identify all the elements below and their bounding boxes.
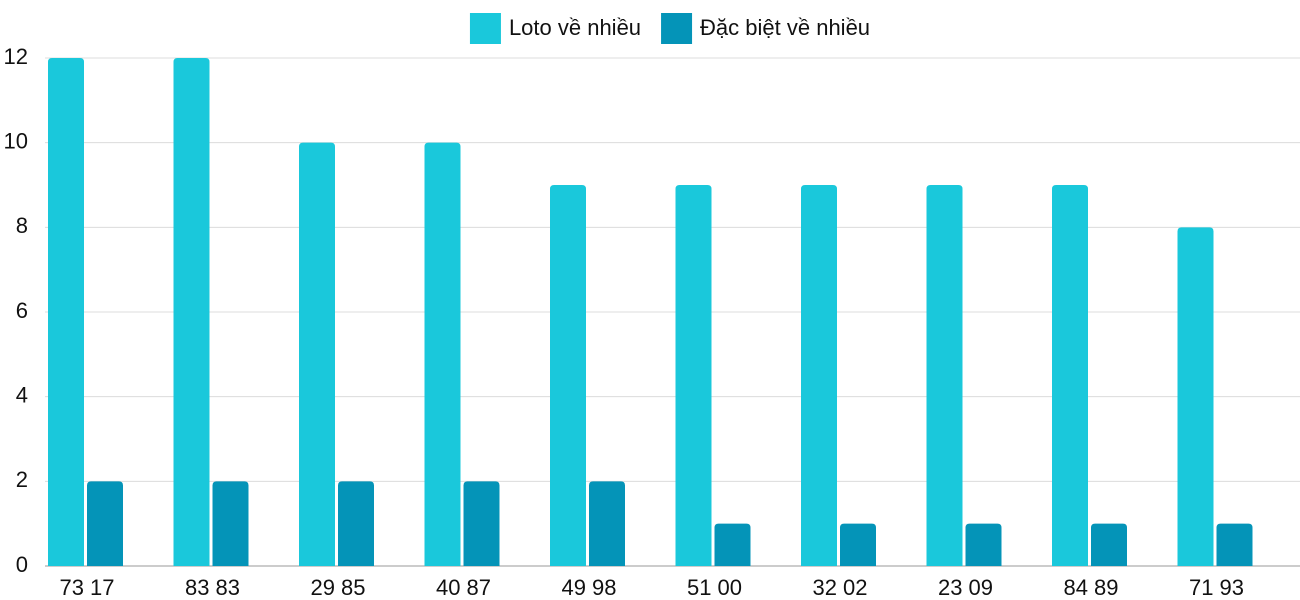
- x-tick-label: 83 83: [185, 575, 240, 600]
- y-tick-label: 2: [16, 467, 28, 492]
- bar: [338, 481, 374, 566]
- bar: [173, 58, 210, 566]
- bar: [299, 142, 335, 566]
- x-tick-label: 73 17: [59, 575, 114, 600]
- bar: [714, 523, 751, 566]
- bar: [463, 481, 500, 566]
- bar: [87, 481, 123, 566]
- bar: [1216, 523, 1253, 566]
- x-tick-label: 49 98: [561, 575, 616, 600]
- y-tick-label: 8: [16, 213, 28, 238]
- x-tick-label: 23 09: [938, 575, 993, 600]
- y-tick-label: 0: [16, 552, 28, 577]
- bar: [550, 185, 586, 566]
- bar: [801, 185, 837, 566]
- bar: [926, 185, 963, 566]
- bar: [1091, 523, 1127, 566]
- y-tick-label: 12: [4, 44, 28, 69]
- legend-label: Loto về nhiều: [509, 15, 641, 40]
- bar: [840, 523, 876, 566]
- x-tick-label: 84 89: [1063, 575, 1118, 600]
- bar: [675, 185, 712, 566]
- bar: [1052, 185, 1088, 566]
- x-tick-label: 29 85: [310, 575, 365, 600]
- bar: [965, 523, 1002, 566]
- x-tick-label: 51 00: [687, 575, 742, 600]
- y-tick-label: 4: [16, 382, 28, 407]
- x-tick-label: 40 87: [436, 575, 491, 600]
- x-tick-label: 71 93: [1189, 575, 1244, 600]
- bar: [424, 142, 461, 566]
- y-tick-label: 10: [4, 128, 28, 153]
- bar: [212, 481, 249, 566]
- bar: [1177, 227, 1214, 567]
- legend-label: Đặc biệt về nhiều: [700, 15, 870, 40]
- legend-swatch: [661, 13, 693, 44]
- legend-swatch: [469, 13, 501, 44]
- bar: [589, 481, 625, 566]
- bar: [48, 58, 84, 566]
- y-tick-label: 6: [16, 298, 28, 323]
- x-tick-label: 32 02: [812, 575, 867, 600]
